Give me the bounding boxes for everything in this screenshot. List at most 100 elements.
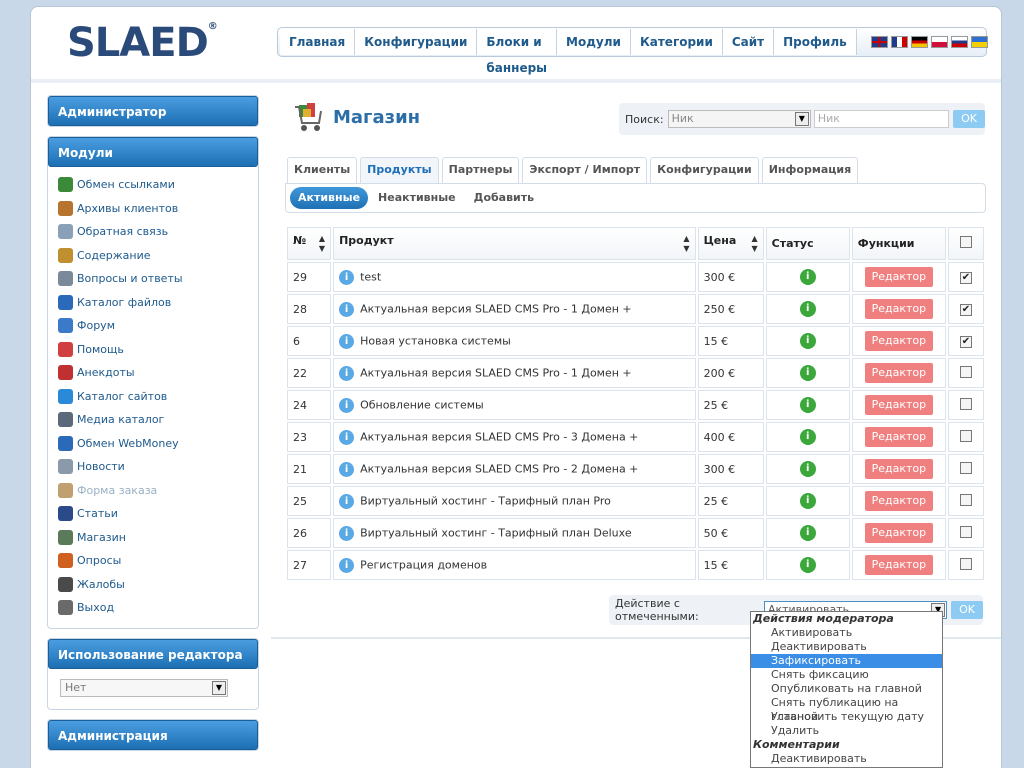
product-name[interactable]: Виртуальный хостинг - Тарифный план Delu… [360,526,632,539]
nav-item-4[interactable]: Категории [630,29,723,55]
sidebar-item[interactable]: Выход [58,596,258,620]
tab-1[interactable]: Продукты [360,157,439,183]
row-checkbox[interactable] [959,557,972,570]
info-icon[interactable]: i [339,493,355,509]
sidebar-item[interactable]: Помощь [58,338,258,362]
sidebar-item[interactable]: Обмен WebMoney [58,432,258,456]
product-name[interactable]: Актуальная версия SLAED CMS Pro - 3 Доме… [360,430,639,443]
edit-button[interactable]: Редактор [864,523,934,543]
info-icon[interactable]: i [339,429,355,445]
edit-button[interactable]: Редактор [864,395,934,415]
edit-button[interactable]: Редактор [864,331,934,351]
row-checkbox[interactable] [959,525,972,538]
status-active-icon[interactable]: i [799,461,816,477]
sidebar-item[interactable]: Обмен ссылками [58,173,258,197]
nav-item-5[interactable]: Сайт [722,29,775,55]
dropdown-option[interactable]: Активировать [771,626,853,639]
column-header-product[interactable]: Продукт ▲ ▼ [333,227,696,260]
product-name[interactable]: Новая установка системы [360,334,511,347]
admin-block-title[interactable]: Администратор [48,96,258,126]
status-active-icon[interactable]: i [799,493,816,509]
tab-5[interactable]: Информация [761,157,859,183]
nav-item-3[interactable]: Модули [557,29,631,55]
product-name[interactable]: Виртуальный хостинг - Тарифный план Pro [360,494,611,507]
sidebar-item[interactable]: Статьи [58,502,258,526]
sidebar-item[interactable]: Анекдоты [58,361,258,385]
sidebar-item[interactable]: Каталог файлов [58,291,258,315]
edit-button[interactable]: Редактор [864,459,934,479]
row-checkbox[interactable] [959,397,972,410]
nav-item-6[interactable]: Профиль [774,29,857,55]
product-name[interactable]: Актуальная версия SLAED CMS Pro - 1 Доме… [360,366,632,379]
subtab-0[interactable]: Активные [290,187,369,209]
nav-item-0[interactable]: Главная [280,29,356,55]
tab-3[interactable]: Экспорт / Импорт [522,157,648,183]
dropdown-option[interactable]: Опубликовать на главной [771,682,922,695]
tab-0[interactable]: Клиенты [287,157,358,183]
search-field-select[interactable]: Ник ▼ [667,110,811,128]
dropdown-option[interactable]: Деактивировать [771,640,867,653]
sidebar-item[interactable]: Опросы [58,549,258,573]
row-checkbox[interactable]: ✔ [959,304,972,316]
sidebar-item[interactable]: Содержание [58,244,258,268]
product-name[interactable]: Актуальная версия SLAED CMS Pro - 1 Доме… [360,302,632,315]
dropdown-option[interactable]: Снять публикацию на главной [771,696,899,723]
edit-button[interactable]: Редактор [864,555,934,575]
flag-fr-icon[interactable] [890,36,908,48]
info-icon[interactable]: i [339,269,355,285]
flag-uk-icon[interactable] [870,36,888,48]
column-header-id[interactable]: № ▲ ▼ [287,227,332,260]
bulk-action-ok-button[interactable]: OK [951,601,983,619]
edit-button[interactable]: Редактор [864,427,934,447]
info-icon[interactable]: i [339,301,355,317]
info-icon[interactable]: i [339,461,355,477]
status-active-icon[interactable]: i [799,557,816,573]
sidebar-item[interactable]: Архивы клиентов [58,197,258,221]
dropdown-option[interactable]: Зафиксировать [751,654,942,668]
row-checkbox[interactable] [959,365,972,378]
dropdown-option[interactable]: Установить текущую дату [771,710,925,723]
flag-pl-icon[interactable] [930,36,948,48]
select-all-checkbox[interactable] [959,236,972,248]
sidebar-item[interactable]: Форма заказа [58,479,258,503]
dropdown-option[interactable]: Деактивировать [771,752,867,765]
status-active-icon[interactable]: i [799,397,816,413]
info-icon[interactable]: i [339,525,355,541]
status-active-icon[interactable]: i [799,333,816,349]
flag-de-icon[interactable] [910,36,928,48]
search-ok-button[interactable]: OK [953,110,985,128]
modules-block-title[interactable]: Модули [48,137,258,167]
status-active-icon[interactable]: i [799,525,816,541]
info-icon[interactable]: i [339,397,355,413]
editor-select[interactable]: Нет ▼ [60,678,228,697]
product-name[interactable]: Обновление системы [360,398,484,411]
subtab-2[interactable]: Добавить [473,191,535,204]
dropdown-option[interactable]: Удалить [771,724,820,737]
editor-block-title[interactable]: Использование редактора [48,638,258,669]
nav-item-1[interactable]: Конфигурации [355,29,478,55]
edit-button[interactable]: Редактор [864,491,934,511]
edit-button[interactable]: Редактор [864,299,934,319]
sidebar-item[interactable]: Вопросы и ответы [58,267,258,291]
dropdown-option[interactable]: Снять фиксацию [771,668,869,681]
administration-block-title[interactable]: Администрация [48,719,258,750]
row-checkbox[interactable] [959,429,972,442]
row-checkbox[interactable] [959,493,972,506]
product-name[interactable]: test [360,270,382,283]
sidebar-item[interactable]: Форум [58,314,258,338]
status-active-icon[interactable]: i [799,365,816,381]
sidebar-item[interactable]: Магазин [58,526,258,550]
status-active-icon[interactable]: i [799,429,816,445]
sidebar-item[interactable]: Обратная связь [58,220,258,244]
nav-item-2[interactable]: Блоки и баннеры [477,29,558,75]
status-active-icon[interactable]: i [799,301,816,317]
flag-ua-icon[interactable] [970,36,988,48]
flag-ru-icon[interactable] [950,36,968,48]
row-checkbox[interactable]: ✔ [959,272,972,284]
sidebar-item[interactable]: Жалобы [58,573,258,597]
row-checkbox[interactable]: ✔ [959,336,972,348]
tab-2[interactable]: Партнеры [441,157,520,183]
edit-button[interactable]: Редактор [864,267,934,287]
product-name[interactable]: Регистрация доменов [360,558,488,571]
status-active-icon[interactable]: i [799,269,816,285]
